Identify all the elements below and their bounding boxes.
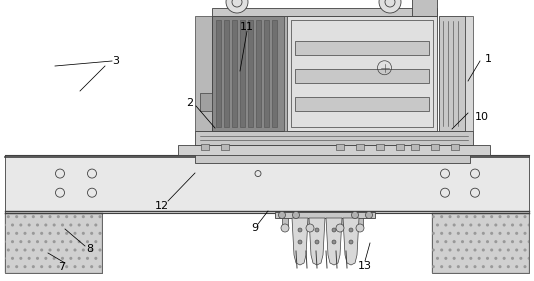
Bar <box>432 213 529 273</box>
Text: 2: 2 <box>186 98 193 108</box>
Bar <box>282 213 288 228</box>
Circle shape <box>349 228 353 232</box>
Bar <box>195 16 212 131</box>
Text: 12: 12 <box>155 201 169 211</box>
Text: 11: 11 <box>240 22 254 32</box>
Circle shape <box>306 224 314 232</box>
Bar <box>212 8 437 16</box>
Bar <box>178 145 490 155</box>
Bar <box>432 213 529 273</box>
Bar <box>431 144 439 150</box>
Circle shape <box>298 240 302 244</box>
Bar <box>295 69 429 83</box>
Text: 13: 13 <box>358 261 372 271</box>
Bar <box>232 20 237 127</box>
Bar <box>264 20 269 127</box>
Circle shape <box>365 212 373 219</box>
Bar <box>411 144 419 150</box>
Bar <box>295 97 429 111</box>
Text: 8: 8 <box>87 244 93 254</box>
Bar <box>221 144 229 150</box>
Bar <box>195 131 473 145</box>
Bar <box>451 144 459 150</box>
Bar <box>224 20 229 127</box>
Bar <box>248 20 253 127</box>
Bar <box>284 16 287 131</box>
Bar <box>272 20 277 127</box>
Polygon shape <box>326 218 342 265</box>
Text: 1: 1 <box>485 54 492 64</box>
Circle shape <box>298 228 302 232</box>
Circle shape <box>336 224 344 232</box>
Bar <box>307 213 313 228</box>
Polygon shape <box>309 218 325 265</box>
Bar <box>5 213 102 273</box>
Circle shape <box>293 212 300 219</box>
Bar <box>240 20 245 127</box>
Circle shape <box>351 212 358 219</box>
Circle shape <box>332 240 336 244</box>
Circle shape <box>332 228 336 232</box>
Bar <box>357 213 363 228</box>
Circle shape <box>349 240 353 244</box>
Bar <box>212 16 284 131</box>
Bar <box>256 20 261 127</box>
Polygon shape <box>292 218 308 265</box>
Circle shape <box>356 224 364 232</box>
Text: 9: 9 <box>252 223 258 233</box>
Bar <box>356 144 364 150</box>
Bar <box>5 155 529 213</box>
Bar <box>439 16 465 131</box>
Bar <box>291 20 433 127</box>
Polygon shape <box>343 218 359 265</box>
Bar <box>275 212 375 218</box>
Circle shape <box>279 212 286 219</box>
Bar <box>201 144 209 150</box>
Bar <box>5 213 102 273</box>
Text: 10: 10 <box>475 112 489 122</box>
Circle shape <box>281 224 289 232</box>
Circle shape <box>379 0 401 13</box>
Bar <box>376 144 384 150</box>
Text: 3: 3 <box>112 56 119 66</box>
Bar <box>287 16 437 131</box>
Bar <box>465 16 473 131</box>
Bar <box>336 144 344 150</box>
Bar <box>337 213 343 228</box>
Bar <box>396 144 404 150</box>
Text: 7: 7 <box>58 262 66 272</box>
Bar <box>295 41 429 55</box>
Circle shape <box>315 228 319 232</box>
Bar <box>412 0 437 16</box>
Circle shape <box>315 240 319 244</box>
Bar <box>195 145 470 163</box>
Bar <box>200 93 212 111</box>
Bar <box>216 20 221 127</box>
Circle shape <box>226 0 248 13</box>
